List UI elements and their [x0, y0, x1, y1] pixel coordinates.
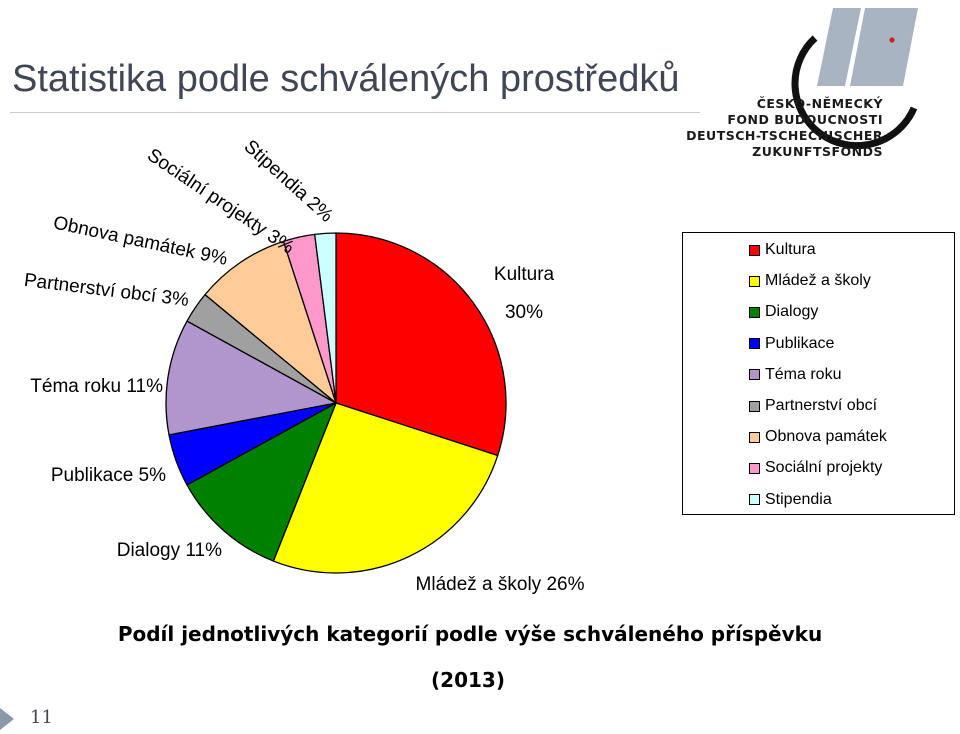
logo-text-line: ČESKO-NĚMECKÝ [756, 96, 883, 111]
slide-arrow-icon [0, 708, 14, 730]
logo-emblem [791, 8, 918, 150]
slice-data-label: Partnerství obcí 3% [23, 270, 190, 311]
slide-number: 11 [30, 707, 53, 728]
slice-data-label: Mládež a školy 26% [416, 574, 585, 595]
logo-text-line: DEUTSCH-TSCHECHISCHER [686, 128, 883, 143]
foundation-logo: ČESKO-NĚMECKÝ FOND BUDOUCNOSTI DEUTSCH-T… [686, 0, 955, 170]
legend-item: Téma roku [749, 365, 841, 385]
logo-text-line: ZUKUNFTSFONDS [752, 144, 883, 159]
pie-slice [165, 320, 337, 436]
legend-swatch [749, 275, 760, 287]
legend-swatch [749, 462, 760, 474]
slide-title: Statistika podle schválených prostředků [12, 58, 680, 100]
chart-legend: Kultura Mládež a školy Dialogy Publikace Tém… [682, 232, 955, 515]
legend-swatch [749, 306, 760, 318]
chart-caption-year: (2013) [431, 668, 505, 692]
pie-slice [204, 240, 337, 404]
legend-item: Mládež a školy [749, 271, 871, 291]
legend-label: Stipendia [765, 490, 832, 508]
pie-slice [186, 402, 337, 562]
title-divider [10, 112, 700, 113]
legend-label: Publikace [765, 334, 835, 352]
legend-swatch [749, 400, 760, 412]
legend-swatch [749, 338, 760, 350]
legend-swatch [749, 369, 760, 381]
legend-item: Kultura [749, 240, 816, 260]
legend-item: Stipendia [749, 490, 832, 510]
legend-label: Kultura [765, 241, 816, 258]
legend-item: Partnerství obcí [749, 396, 877, 416]
legend-label: Mládež a školy [765, 272, 871, 290]
pie-slice [272, 402, 499, 574]
legend-item: Dialogy [749, 302, 818, 322]
legend-item: Sociální projekty [749, 458, 882, 478]
legend-label: Dialogy [765, 303, 819, 321]
slice-data-label: Kultura 30% [494, 264, 555, 323]
pie-slice [335, 232, 507, 457]
chart-caption: Podíl jednotlivých kategorií podle výše … [117, 622, 823, 646]
legend-label: Téma roku [765, 365, 842, 383]
logo-bar-right-icon [850, 8, 918, 86]
legend-item: Obnova památek [749, 427, 887, 447]
logo-arc-icon [791, 35, 918, 150]
logo-dot-icon [889, 37, 895, 43]
legend-item: Publikace [749, 334, 834, 354]
legend-swatch [749, 244, 760, 256]
pie-slice [314, 232, 337, 404]
logo-text-line: FOND BUDOUCNOSTI [727, 112, 883, 127]
slice-data-label: Dialogy 11% [117, 540, 222, 561]
legend-swatch [749, 494, 760, 506]
slice-data-label: Téma roku 11% [30, 376, 163, 397]
legend-swatch [749, 431, 760, 443]
legend-label: Sociální projekty [765, 459, 883, 477]
legend-label: Partnerství obcí [765, 397, 878, 414]
slice-data-label: Publikace 5% [51, 465, 166, 486]
slice-data-label: Obnova památek 9% [51, 212, 229, 269]
legend-label: Obnova památek [765, 428, 887, 446]
logo-bar-left-icon [817, 8, 861, 86]
